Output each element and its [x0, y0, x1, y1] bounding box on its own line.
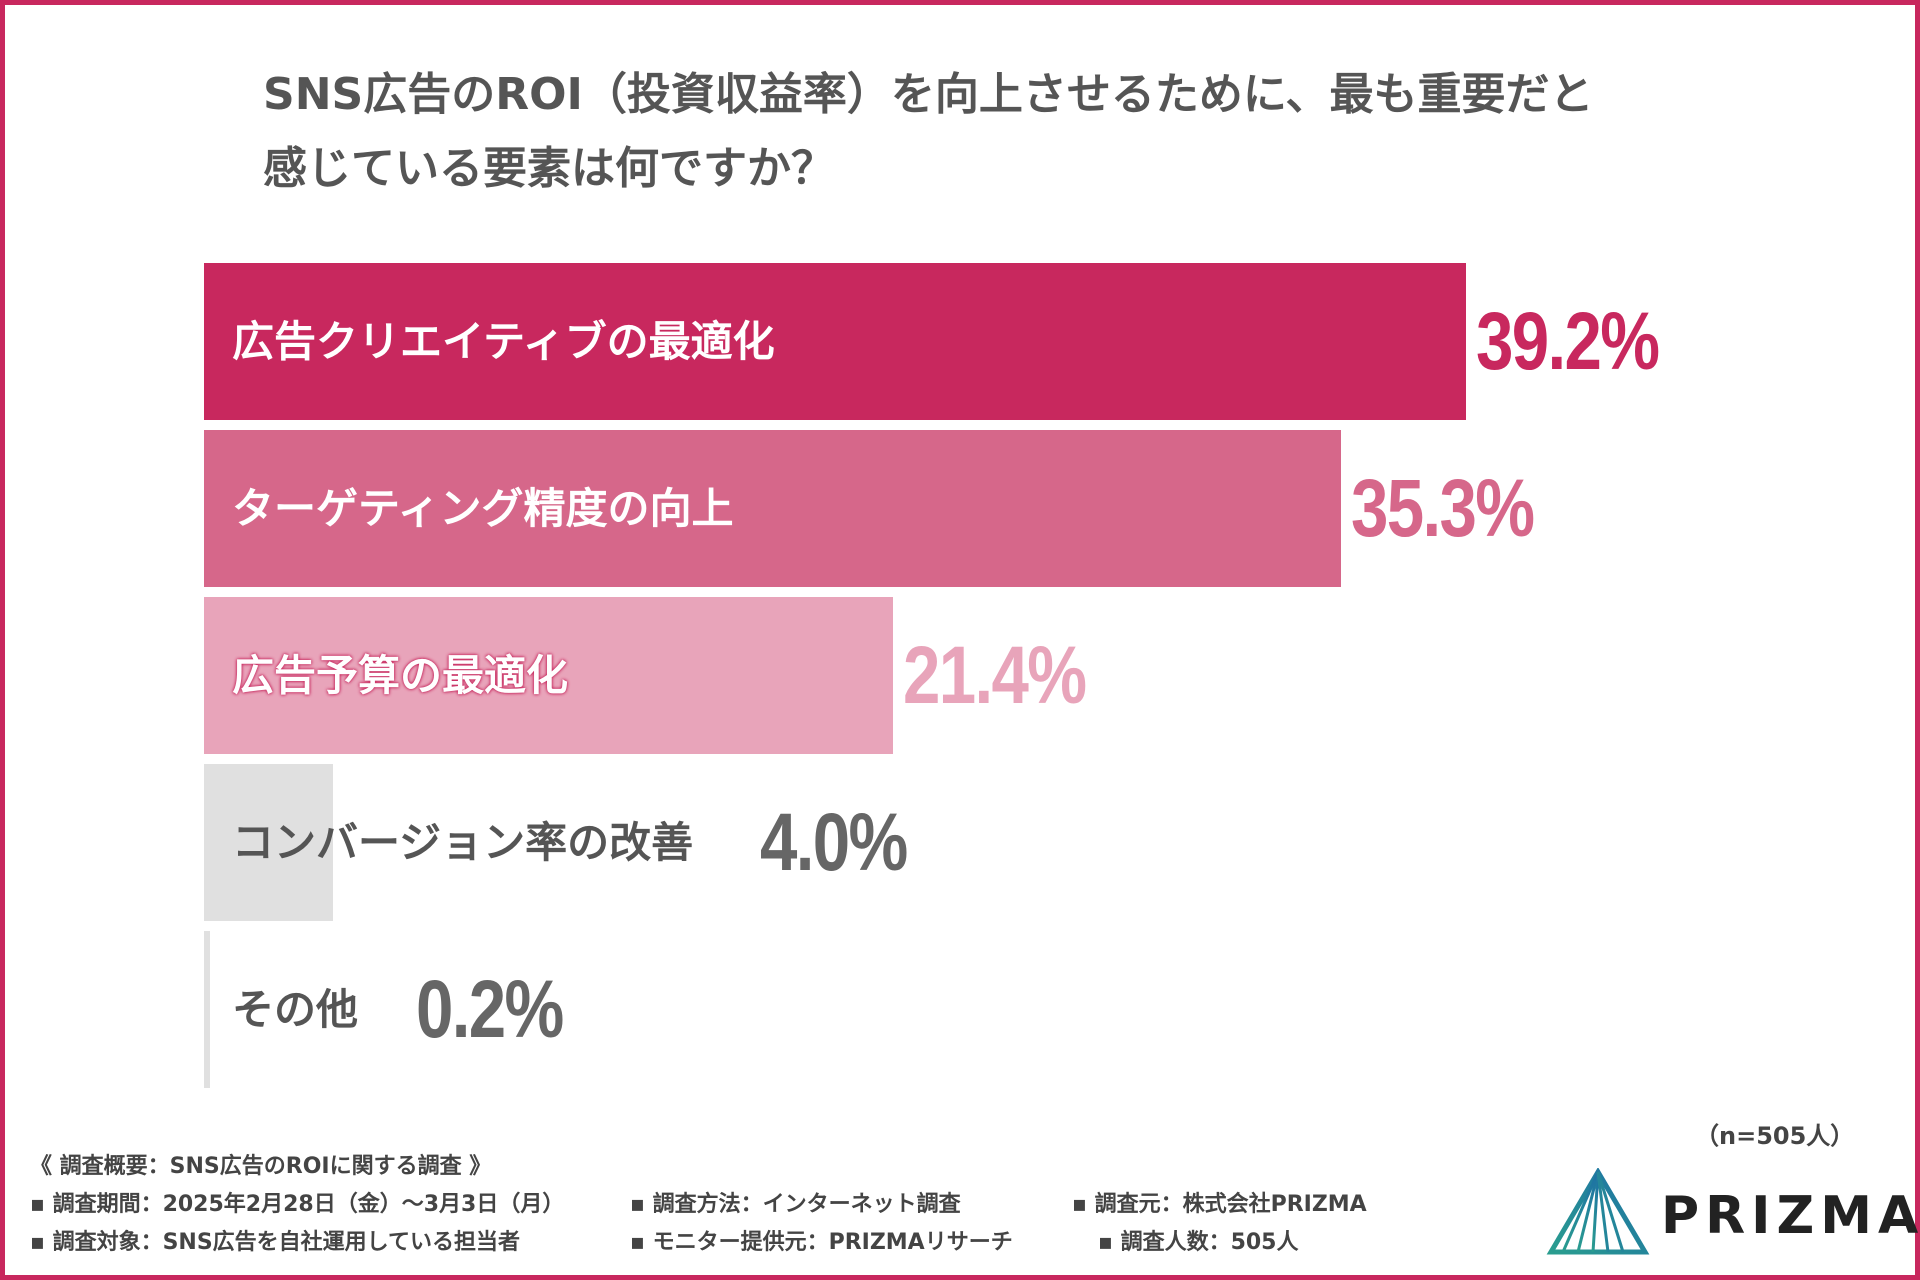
survey-method: ▪ 調査方法：インターネット調査: [630, 1192, 961, 1217]
bar-value-2: 35.3%: [1350, 462, 1535, 554]
bar-2: [204, 430, 1341, 587]
bar-1: [204, 263, 1467, 420]
bar-label-2: ターゲティング精度の向上: [232, 483, 734, 533]
survey-monitor: ▪ モニター提供元：PRIZMAリサーチ: [630, 1230, 1013, 1255]
bar-label-5: その他: [232, 984, 359, 1034]
survey-respondents: ▪ 調査人数：505人: [1098, 1230, 1299, 1255]
bar-value-1: 39.2%: [1476, 295, 1660, 387]
bar-value-3: 21.4%: [903, 629, 1087, 721]
bar-value-5: 0.2%: [416, 963, 564, 1055]
prizma-logo-mark-icon: [1546, 1167, 1650, 1255]
bar-value-4: 4.0%: [760, 796, 908, 888]
prizma-logo: PRIZMA: [1543, 1167, 1918, 1258]
chart-title-line2: 感じている要素は何ですか？: [263, 143, 835, 194]
survey-period: ▪ 調査期間：2025年2月28日（金）～3月3日（月）: [30, 1192, 565, 1217]
bar-4: [204, 764, 333, 921]
bar-3: [204, 597, 894, 754]
survey-target: ▪ 調査対象：SNS広告を自社運用している担当者: [30, 1230, 521, 1255]
survey-summary-heading: 《 調査概要：SNS広告のROIに関する調査 》: [30, 1154, 492, 1179]
bar-label-4: コンバージョン率の改善: [232, 817, 694, 867]
bar-label-1: 広告クリエイティブの最適化: [232, 316, 775, 366]
bar-label-3: 広告予算の最適化: [232, 650, 569, 700]
prizma-logo-text: PRIZMA: [1661, 1186, 1920, 1246]
survey-organizer: ▪ 調査元：株式会社PRIZMA: [1072, 1192, 1367, 1217]
chart-title: SNS広告のROI（投資収益率）を向上させるために、最も重要だと 感じている要素…: [263, 58, 1763, 206]
chart-title-line1: SNS広告のROI（投資収益率）を向上させるために、最も重要だと: [263, 69, 1594, 120]
sample-size-note: （n=505人）: [1695, 1122, 1855, 1150]
bar-5: [204, 931, 211, 1088]
